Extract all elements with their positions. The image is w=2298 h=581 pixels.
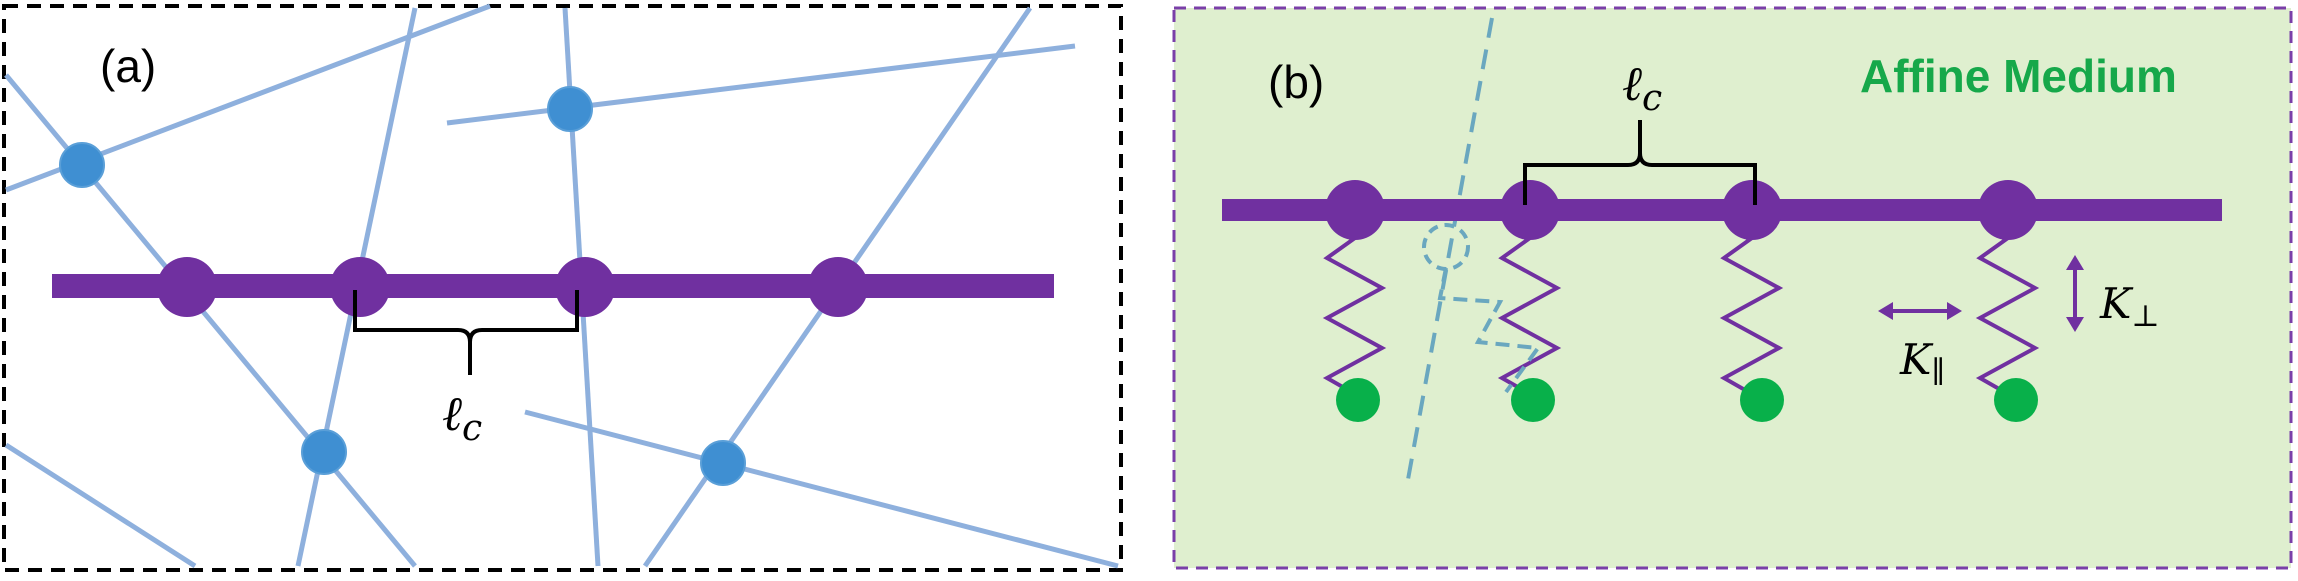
filament-node [157,257,217,317]
spring [1719,210,1784,396]
length-bracket [353,290,579,375]
main-filament [52,274,1054,298]
spring [1975,210,2040,396]
filament-node [808,257,868,317]
panel-b-title: Affine Medium [1860,50,2177,102]
filament-node [1722,180,1782,240]
panel-a: (a) ℓc [2,3,1123,572]
k-perp-label: K⊥ [2099,279,2160,334]
anchor-nodes [1336,378,2038,422]
spring [1497,210,1562,396]
crosslink-node [700,440,746,486]
k-parallel-arrow [1878,302,1962,320]
panel-b-label: (b) [1268,56,1324,108]
panel-a-label: (a) [100,40,156,92]
filament-node [1500,180,1560,240]
panel-b-length-label: ℓc [1622,56,1662,119]
crosslink-node [59,142,105,188]
panel-b-background [1172,6,2293,570]
displaced-spring-path [1437,267,1542,394]
network-crosslinks [59,86,746,486]
springs [1322,210,2040,396]
crosslink-node [301,429,347,475]
anchor-node [1511,378,1555,422]
filament-node [330,257,390,317]
filament-nodes [157,257,868,317]
length-bracket-b [1523,120,1757,205]
anchor-node [1336,378,1380,422]
filament-node [555,257,615,317]
k-parallel-label: K∥ [1899,335,1945,390]
panel-b: Affine Medium (b) [1172,6,2293,570]
network-fiber [524,409,1119,569]
crosslink-node [547,86,593,132]
filament-node [1978,180,2038,240]
anchor-node [1994,378,2038,422]
affine-filament-nodes [1325,180,2038,240]
filament-node [1325,180,1385,240]
anchor-node [1740,378,1784,422]
displaced-spring [1422,223,1542,394]
panel-a-length-label: ℓc [442,386,482,449]
network-fiber [4,442,197,569]
dashed-fiber [1405,17,1494,486]
spring [1322,210,1387,396]
k-perp-arrow [2066,255,2084,332]
